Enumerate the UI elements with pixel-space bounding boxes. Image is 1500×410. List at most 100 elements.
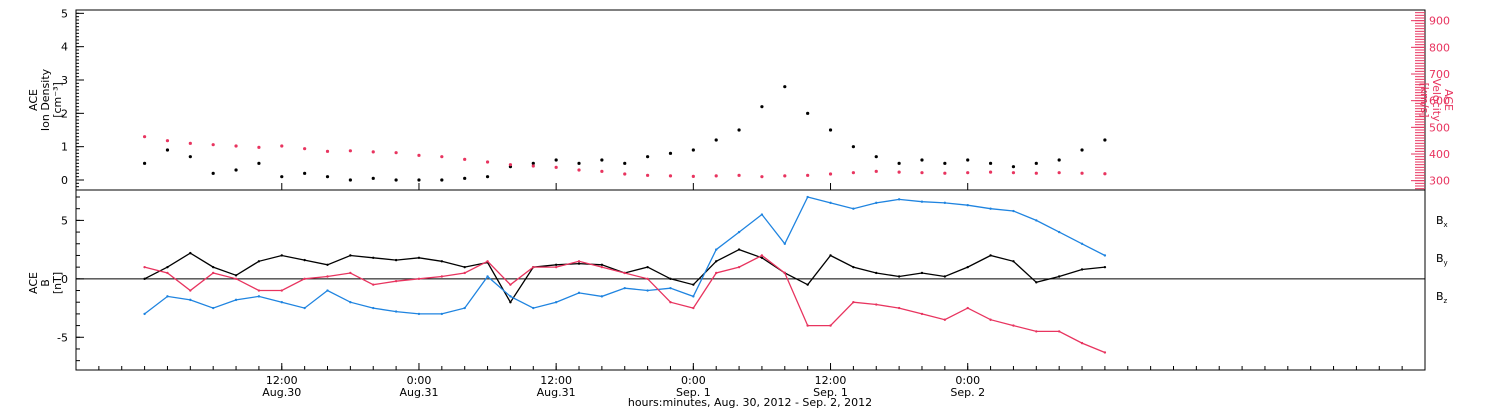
density-point <box>943 161 947 165</box>
by-point <box>920 200 924 203</box>
velocity-point <box>1103 172 1107 176</box>
density-point <box>600 158 604 162</box>
bx-point <box>394 258 398 262</box>
bz-point <box>966 306 969 310</box>
x-tick-date-label: Aug.31 <box>537 386 576 399</box>
by-point <box>623 286 626 290</box>
bz-point <box>989 318 992 321</box>
velocity-point <box>600 169 604 173</box>
velocity-point <box>737 173 741 177</box>
bx-point <box>1012 260 1015 263</box>
bz-point <box>806 324 809 327</box>
bz-point <box>211 271 215 275</box>
field-ylabel-line2: B <box>39 279 52 287</box>
bz-point <box>943 318 947 321</box>
density-tick-label: 1 <box>61 141 68 154</box>
x-tick-date-label: Aug.31 <box>399 386 438 399</box>
density-point <box>966 158 970 162</box>
x-tick-time-label: 12:00 <box>540 374 572 387</box>
bx-point <box>829 254 832 257</box>
bx-point <box>440 260 444 263</box>
bz-point <box>394 279 398 283</box>
bx-point <box>577 262 581 265</box>
density-point <box>234 168 238 172</box>
velocity-point <box>165 139 170 143</box>
bz-point <box>440 275 444 278</box>
by-point <box>715 248 718 251</box>
legend-bz: Bz <box>1436 290 1448 305</box>
x-tick-time-label: 12:00 <box>815 374 847 387</box>
bz-point <box>166 271 169 275</box>
bx-point <box>852 265 855 269</box>
velocity-point <box>257 145 261 149</box>
by-point <box>577 291 581 295</box>
velocity-tick-label: 700 <box>1429 68 1450 81</box>
velocity-point <box>920 171 924 175</box>
velocity-tick-label: 400 <box>1429 148 1450 161</box>
by-point <box>280 301 283 304</box>
density-point <box>920 158 924 162</box>
density-tick-label: 5 <box>61 7 68 20</box>
by-point <box>211 306 215 310</box>
bx-point <box>943 275 947 278</box>
by-point <box>943 201 947 205</box>
bz-point <box>1103 351 1107 354</box>
bz-point <box>257 289 261 292</box>
density-point <box>783 85 787 89</box>
bx-point <box>875 271 878 275</box>
by-point <box>372 306 375 310</box>
by-point <box>806 195 809 199</box>
by-point <box>1012 209 1015 213</box>
density-point <box>874 155 878 159</box>
bx-point <box>897 275 901 278</box>
density-point <box>303 171 307 175</box>
velocity-point <box>783 174 787 178</box>
by-point <box>349 301 352 304</box>
bz-point <box>1057 330 1061 333</box>
by-point <box>875 201 878 205</box>
bz-point <box>715 271 718 275</box>
bx-point <box>326 263 329 267</box>
by-point <box>646 289 649 292</box>
velocity-point <box>714 174 718 178</box>
field-ylabel-line1: ACE <box>27 272 40 294</box>
bx-point <box>1080 268 1084 271</box>
velocity-point <box>531 164 535 168</box>
x-tick-date-label: Sep. 1 <box>813 386 848 399</box>
velocity-point <box>417 153 421 157</box>
bz-point <box>349 271 352 275</box>
density-point <box>188 155 192 159</box>
density-point <box>165 148 170 152</box>
x-tick-date-label: Aug.30 <box>262 386 301 399</box>
velocity-point <box>691 174 695 178</box>
by-point <box>303 306 306 310</box>
velocity-point <box>1080 171 1084 175</box>
by-point <box>966 203 969 207</box>
velocity-point <box>828 172 833 176</box>
field-tick-label: 5 <box>61 214 68 227</box>
density-point <box>623 161 627 165</box>
bz-point <box>692 306 695 310</box>
field-tick-label: -5 <box>57 331 68 344</box>
bx-point <box>669 277 672 281</box>
by-point <box>486 275 489 278</box>
density-point <box>417 178 421 182</box>
density-point <box>668 151 673 155</box>
by-point <box>829 201 832 205</box>
density-point <box>1080 148 1084 152</box>
bx-point <box>920 271 924 275</box>
bz-point <box>189 289 192 292</box>
by-point <box>440 312 444 316</box>
bz-point <box>646 277 649 281</box>
velocity-point <box>348 149 352 153</box>
density-point <box>325 175 330 179</box>
density-ylabel-line3: [cm⁻³] <box>51 82 64 118</box>
density-point <box>371 176 375 180</box>
x-tick-date-label: Sep. 2 <box>950 386 985 399</box>
velocity-point <box>851 171 855 175</box>
bz-point <box>234 277 238 281</box>
density-point <box>691 148 695 152</box>
legend-by: By <box>1436 252 1448 267</box>
by-point <box>1080 242 1084 245</box>
